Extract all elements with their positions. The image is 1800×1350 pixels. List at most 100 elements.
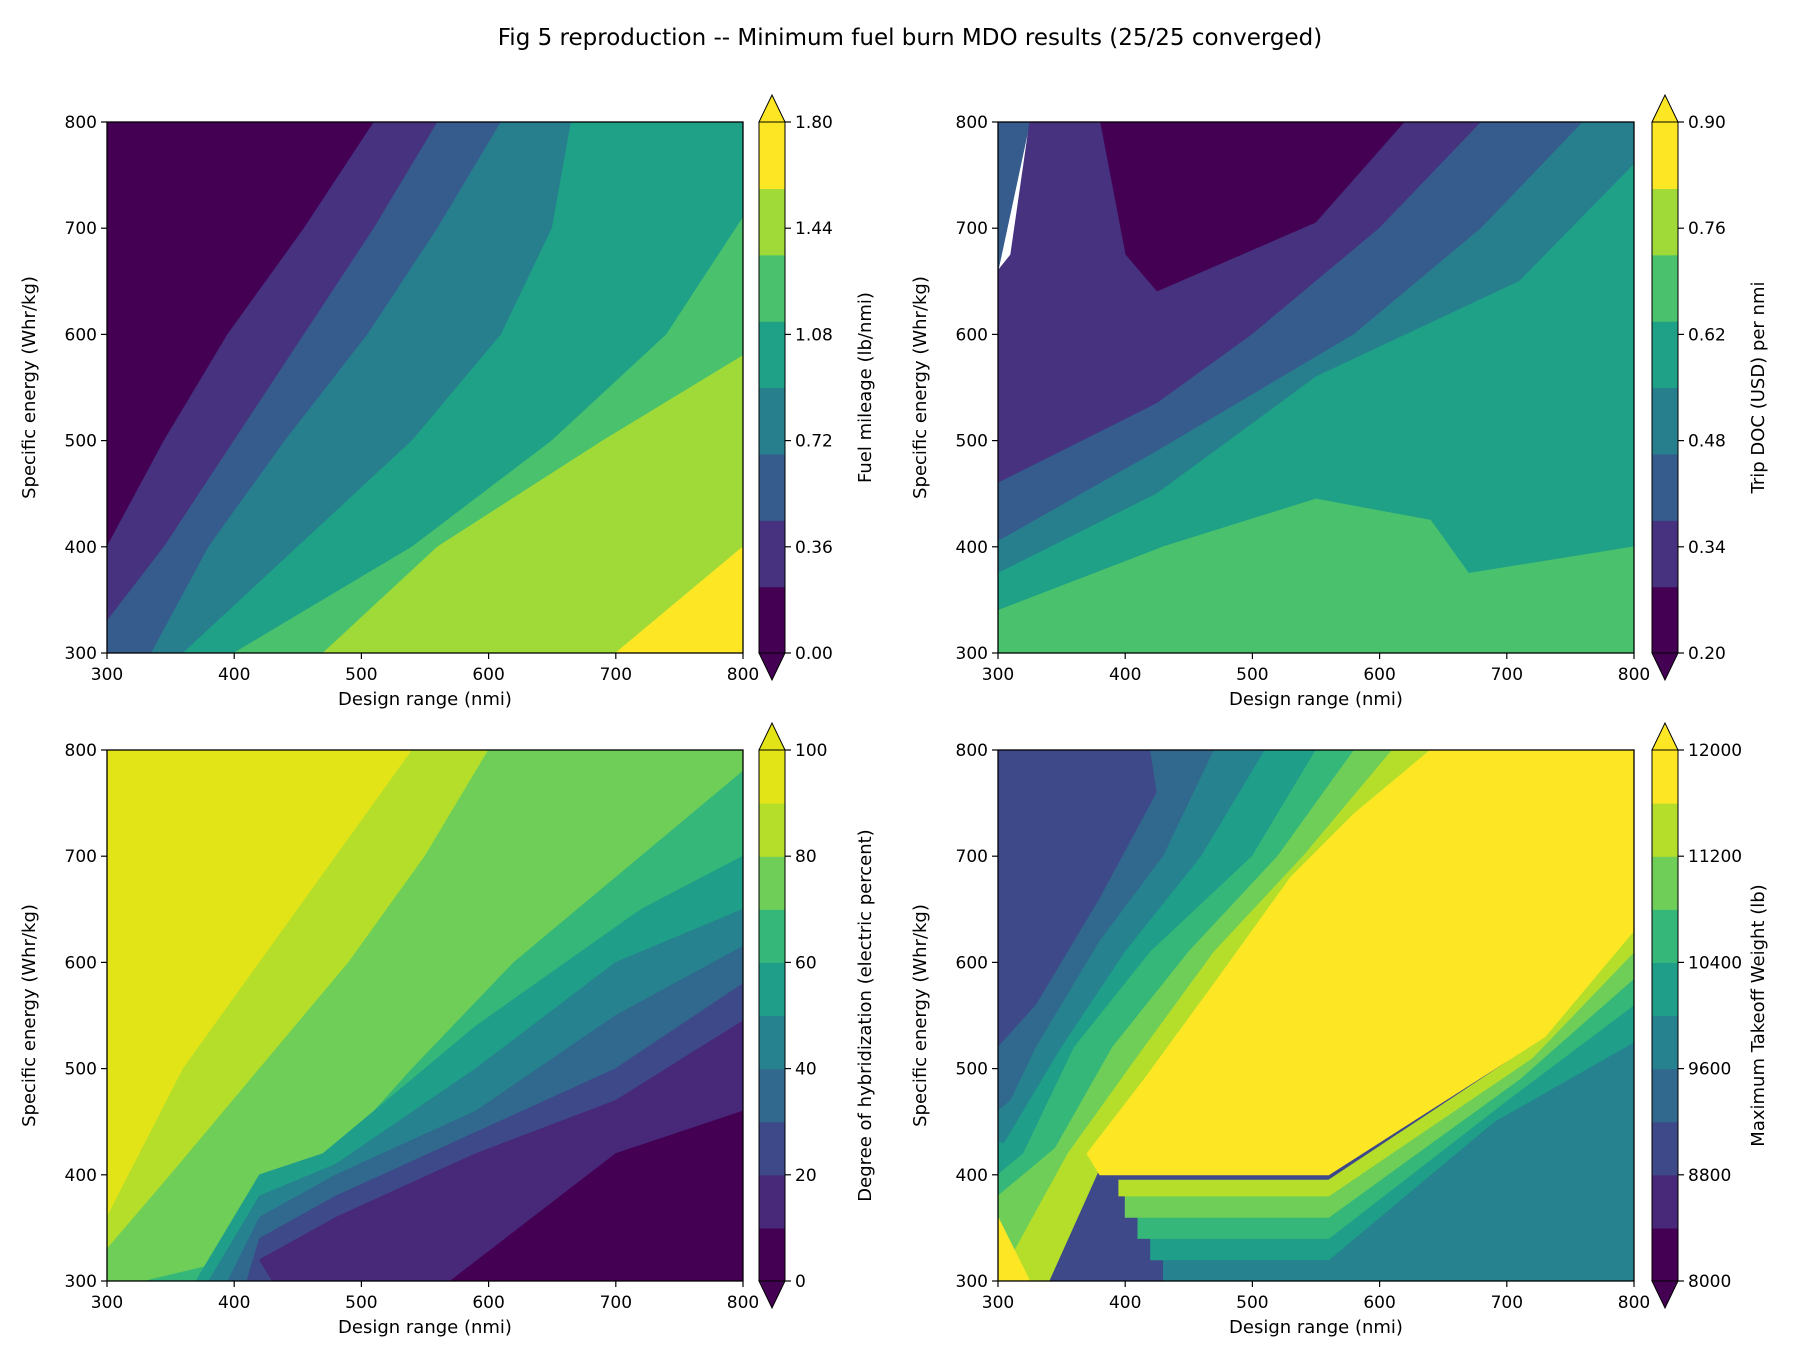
colorbar-segment [1652,1015,1678,1070]
y-tick-label: 400 [65,538,97,558]
contour-band-level-9 [998,1217,1031,1281]
y-axis-label: Specific energy (Whr/kg) [910,276,931,499]
y-tick-label: 600 [956,953,988,973]
x-tick-label: 500 [345,665,377,685]
y-tick-label: 600 [65,325,97,345]
colorbar-label: Trip DOC (USD) per nmi [1748,281,1769,494]
colorbar-segment [1652,122,1678,189]
colorbar-segment [759,856,785,910]
x-axis-label: Design range (nmi) [1229,689,1403,710]
x-tick-label: 700 [1491,665,1523,685]
colorbar-max-extension [1651,93,1679,123]
y-tick-label: 500 [956,1060,988,1080]
contour-band-level-9 [1086,750,1634,1176]
contour-fill [107,750,743,1281]
x-tick-label: 400 [218,1293,250,1313]
colorbar-tick-label: 0.48 [1688,432,1726,452]
colorbar: 8000 8800 9600 10400 11200 12000 Maximum Takeo… [1651,721,1769,1310]
contour-band-level-5 [233,216,743,653]
x-tick-label: 800 [727,1293,759,1313]
colorbar-max-extension [758,721,786,751]
y-tick-label: 400 [956,538,988,558]
subplot-doc: 300 400 500 600 700 800 300 400 500 600 700 800 Desi… [910,93,1769,710]
colorbar-segment [759,586,785,654]
y-tick-label: 800 [956,113,988,133]
contour-band-level-7 [615,546,743,653]
colorbar-segment [1652,254,1678,322]
contour-fill [998,750,1634,1281]
contour-band-level-8 [1118,929,1634,1197]
colorbar: 0.00 0.36 0.72 1.08 1.44 1.80 Fuel mileage (lb… [758,93,876,682]
y-tick-label: 300 [65,1272,97,1292]
colorbar-tick-label: 0.00 [795,644,833,664]
colorbar-segment [759,1121,785,1176]
colorbar-frame [1651,121,1679,654]
contour-band-level-2 [998,122,1031,271]
colorbar-tick-label: 0.76 [1688,219,1726,239]
x-tick-label: 300 [982,665,1014,685]
contour-band-level-5 [998,498,1634,653]
colorbar-tick-label: 1.80 [795,113,833,133]
colorbar-tick-label: 1.44 [795,219,833,239]
y-tick-label: 500 [65,1060,97,1080]
contour-band-level-6 [322,355,743,653]
subplot-fuel: 300 400 500 600 700 800 300 400 500 600 700 800 Desi… [19,93,876,710]
y-axis-label: Specific energy (Whr/kg) [19,904,40,1127]
colorbar: 0 20 40 60 80 100 Degree of hybridization (ele… [758,721,876,1310]
colorbar-max-extension [1651,721,1679,751]
colorbar-tick-label: 40 [795,1060,817,1080]
colorbar-tick-label: 0.36 [795,538,833,558]
y-tick-label: 300 [65,644,97,664]
colorbar-segment [759,1068,785,1123]
y-tick-label: 700 [956,847,988,867]
colorbar-segment [759,122,785,189]
colorbar-segment [1652,856,1678,910]
colorbar-tick-label: 0.72 [795,432,833,452]
y-tick-label: 800 [956,741,988,761]
x-tick-label: 600 [1363,1293,1395,1313]
x-tick-label: 500 [345,1293,377,1313]
colorbar-frame [1651,749,1679,1282]
colorbar-segment [759,909,785,963]
y-axis-label: Specific energy (Whr/kg) [19,276,40,499]
colorbar-tick-label: 20 [795,1166,817,1186]
x-axis-label: Design range (nmi) [1229,1317,1403,1338]
colorbar-segment [759,520,785,588]
colorbar-tick-label: 0.90 [1688,113,1726,133]
colorbar-min-extension [758,1280,786,1310]
colorbar-label: Degree of hybridization (electric percen… [855,829,876,1201]
colorbar-max-extension [758,93,786,123]
x-tick-label: 800 [727,665,759,685]
y-tick-label: 800 [65,741,97,761]
colorbar-label: Fuel mileage (lb/nmi) [855,292,876,483]
y-tick-label: 600 [956,325,988,345]
colorbar-segment [1652,750,1678,804]
colorbar-segment [1652,387,1678,455]
colorbar-segment [1652,520,1678,588]
x-tick-label: 800 [1618,665,1650,685]
axes-frame [106,121,744,654]
colorbar-segment [759,1174,785,1229]
colorbar-segment [759,254,785,322]
x-tick-label: 700 [600,665,632,685]
contour-band-level-0 [449,1110,743,1281]
x-tick-label: 500 [1236,1293,1268,1313]
y-tick-label: 700 [65,219,97,239]
colorbar-segment [759,750,785,804]
colorbar-segment [1652,1068,1678,1123]
contour-fill [107,122,743,653]
colorbar-tick-label: 60 [795,953,817,973]
colorbar: 0.20 0.34 0.48 0.62 0.76 0.90 Trip DOC (USD) p… [1651,93,1769,682]
colorbar-segment [1652,962,1678,1017]
x-tick-label: 700 [600,1293,632,1313]
x-tick-label: 400 [1109,665,1141,685]
colorbar-segment [1652,321,1678,389]
contour-fill [998,122,1634,653]
y-tick-label: 500 [956,432,988,452]
colorbar-segment [759,453,785,521]
colorbar-min-extension [758,652,786,682]
colorbar-segment [759,962,785,1017]
colorbar-tick-label: 9600 [1688,1060,1731,1080]
colorbar-tick-label: 8000 [1688,1272,1731,1292]
x-tick-label: 700 [1491,1293,1523,1313]
